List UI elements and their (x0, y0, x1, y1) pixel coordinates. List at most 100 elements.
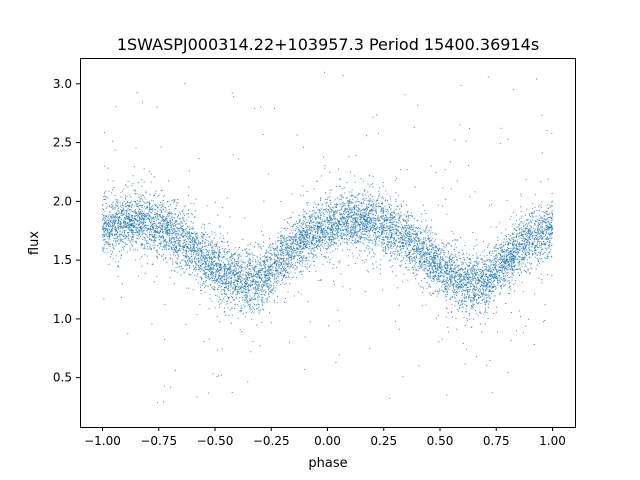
data-point (310, 227, 312, 229)
data-point (468, 274, 470, 276)
data-point (271, 258, 272, 260)
data-point (250, 274, 252, 276)
data-point (432, 292, 434, 294)
data-point (540, 225, 542, 227)
data-point (212, 262, 214, 264)
data-point (315, 231, 317, 233)
data-point (132, 211, 134, 213)
data-point (256, 281, 258, 283)
data-point (128, 217, 130, 219)
data-point (199, 264, 201, 266)
data-point (498, 264, 500, 266)
data-point (192, 236, 194, 238)
data-point (359, 241, 361, 243)
data-point (189, 260, 191, 262)
data-point (353, 226, 355, 228)
data-point (507, 371, 509, 373)
data-point (138, 237, 140, 239)
data-point (435, 275, 437, 277)
data-point (522, 236, 524, 238)
data-point (410, 250, 412, 252)
data-point (521, 263, 523, 265)
data-point (369, 348, 371, 350)
data-point (190, 253, 192, 255)
data-point (547, 228, 549, 230)
data-point (347, 205, 349, 207)
data-point (389, 229, 391, 231)
data-point (551, 219, 553, 221)
data-point (520, 259, 522, 261)
data-point (241, 266, 243, 268)
data-point (327, 197, 329, 199)
data-point (457, 301, 459, 303)
data-point (449, 284, 451, 286)
data-point (461, 267, 463, 269)
data-point (208, 251, 210, 253)
data-point (114, 149, 116, 151)
data-point (248, 304, 250, 306)
data-point (496, 270, 498, 272)
data-point (130, 223, 132, 225)
data-point (385, 248, 387, 250)
data-point (267, 266, 269, 268)
data-point (339, 260, 341, 262)
data-point (355, 206, 357, 208)
data-point (363, 212, 365, 214)
data-point (213, 253, 214, 255)
data-point (518, 223, 520, 225)
data-point (503, 259, 505, 261)
data-point (128, 220, 130, 222)
data-point (519, 261, 521, 263)
data-point (491, 286, 493, 288)
data-point (277, 258, 279, 260)
data-point (488, 286, 490, 288)
data-point (142, 205, 144, 207)
data-point (512, 89, 514, 91)
data-point (123, 212, 125, 214)
data-point (262, 234, 264, 236)
data-point (126, 205, 128, 207)
data-point (524, 214, 526, 216)
data-point (102, 247, 104, 249)
data-point (468, 295, 470, 297)
data-point (258, 306, 260, 308)
data-point (106, 224, 108, 226)
data-point (329, 222, 331, 224)
data-point (369, 185, 371, 187)
data-point (465, 287, 467, 289)
data-point (365, 198, 367, 200)
data-point (464, 244, 466, 246)
data-point (324, 209, 326, 211)
data-point (128, 210, 130, 212)
data-point (541, 223, 543, 225)
data-point (159, 201, 161, 203)
data-point (515, 236, 517, 238)
data-point (447, 277, 449, 279)
data-point (529, 243, 531, 245)
data-point (318, 226, 320, 228)
data-point (114, 241, 116, 243)
data-point (309, 238, 311, 240)
data-point (395, 275, 397, 277)
data-point (239, 310, 241, 312)
data-point (303, 241, 305, 243)
data-point (152, 208, 154, 210)
data-point (229, 267, 231, 269)
data-point (375, 218, 377, 220)
data-point (383, 249, 385, 251)
data-point (161, 225, 163, 227)
data-point (303, 223, 305, 225)
data-point (242, 279, 244, 281)
data-point (503, 258, 505, 260)
data-point (119, 238, 121, 240)
data-point (306, 221, 308, 223)
data-point (169, 211, 171, 213)
data-point (480, 323, 481, 325)
data-point (369, 198, 371, 200)
data-point (264, 276, 266, 278)
data-point (150, 234, 152, 236)
data-point (465, 282, 467, 284)
data-point (151, 224, 153, 226)
data-point (422, 291, 424, 293)
data-point (545, 225, 547, 227)
